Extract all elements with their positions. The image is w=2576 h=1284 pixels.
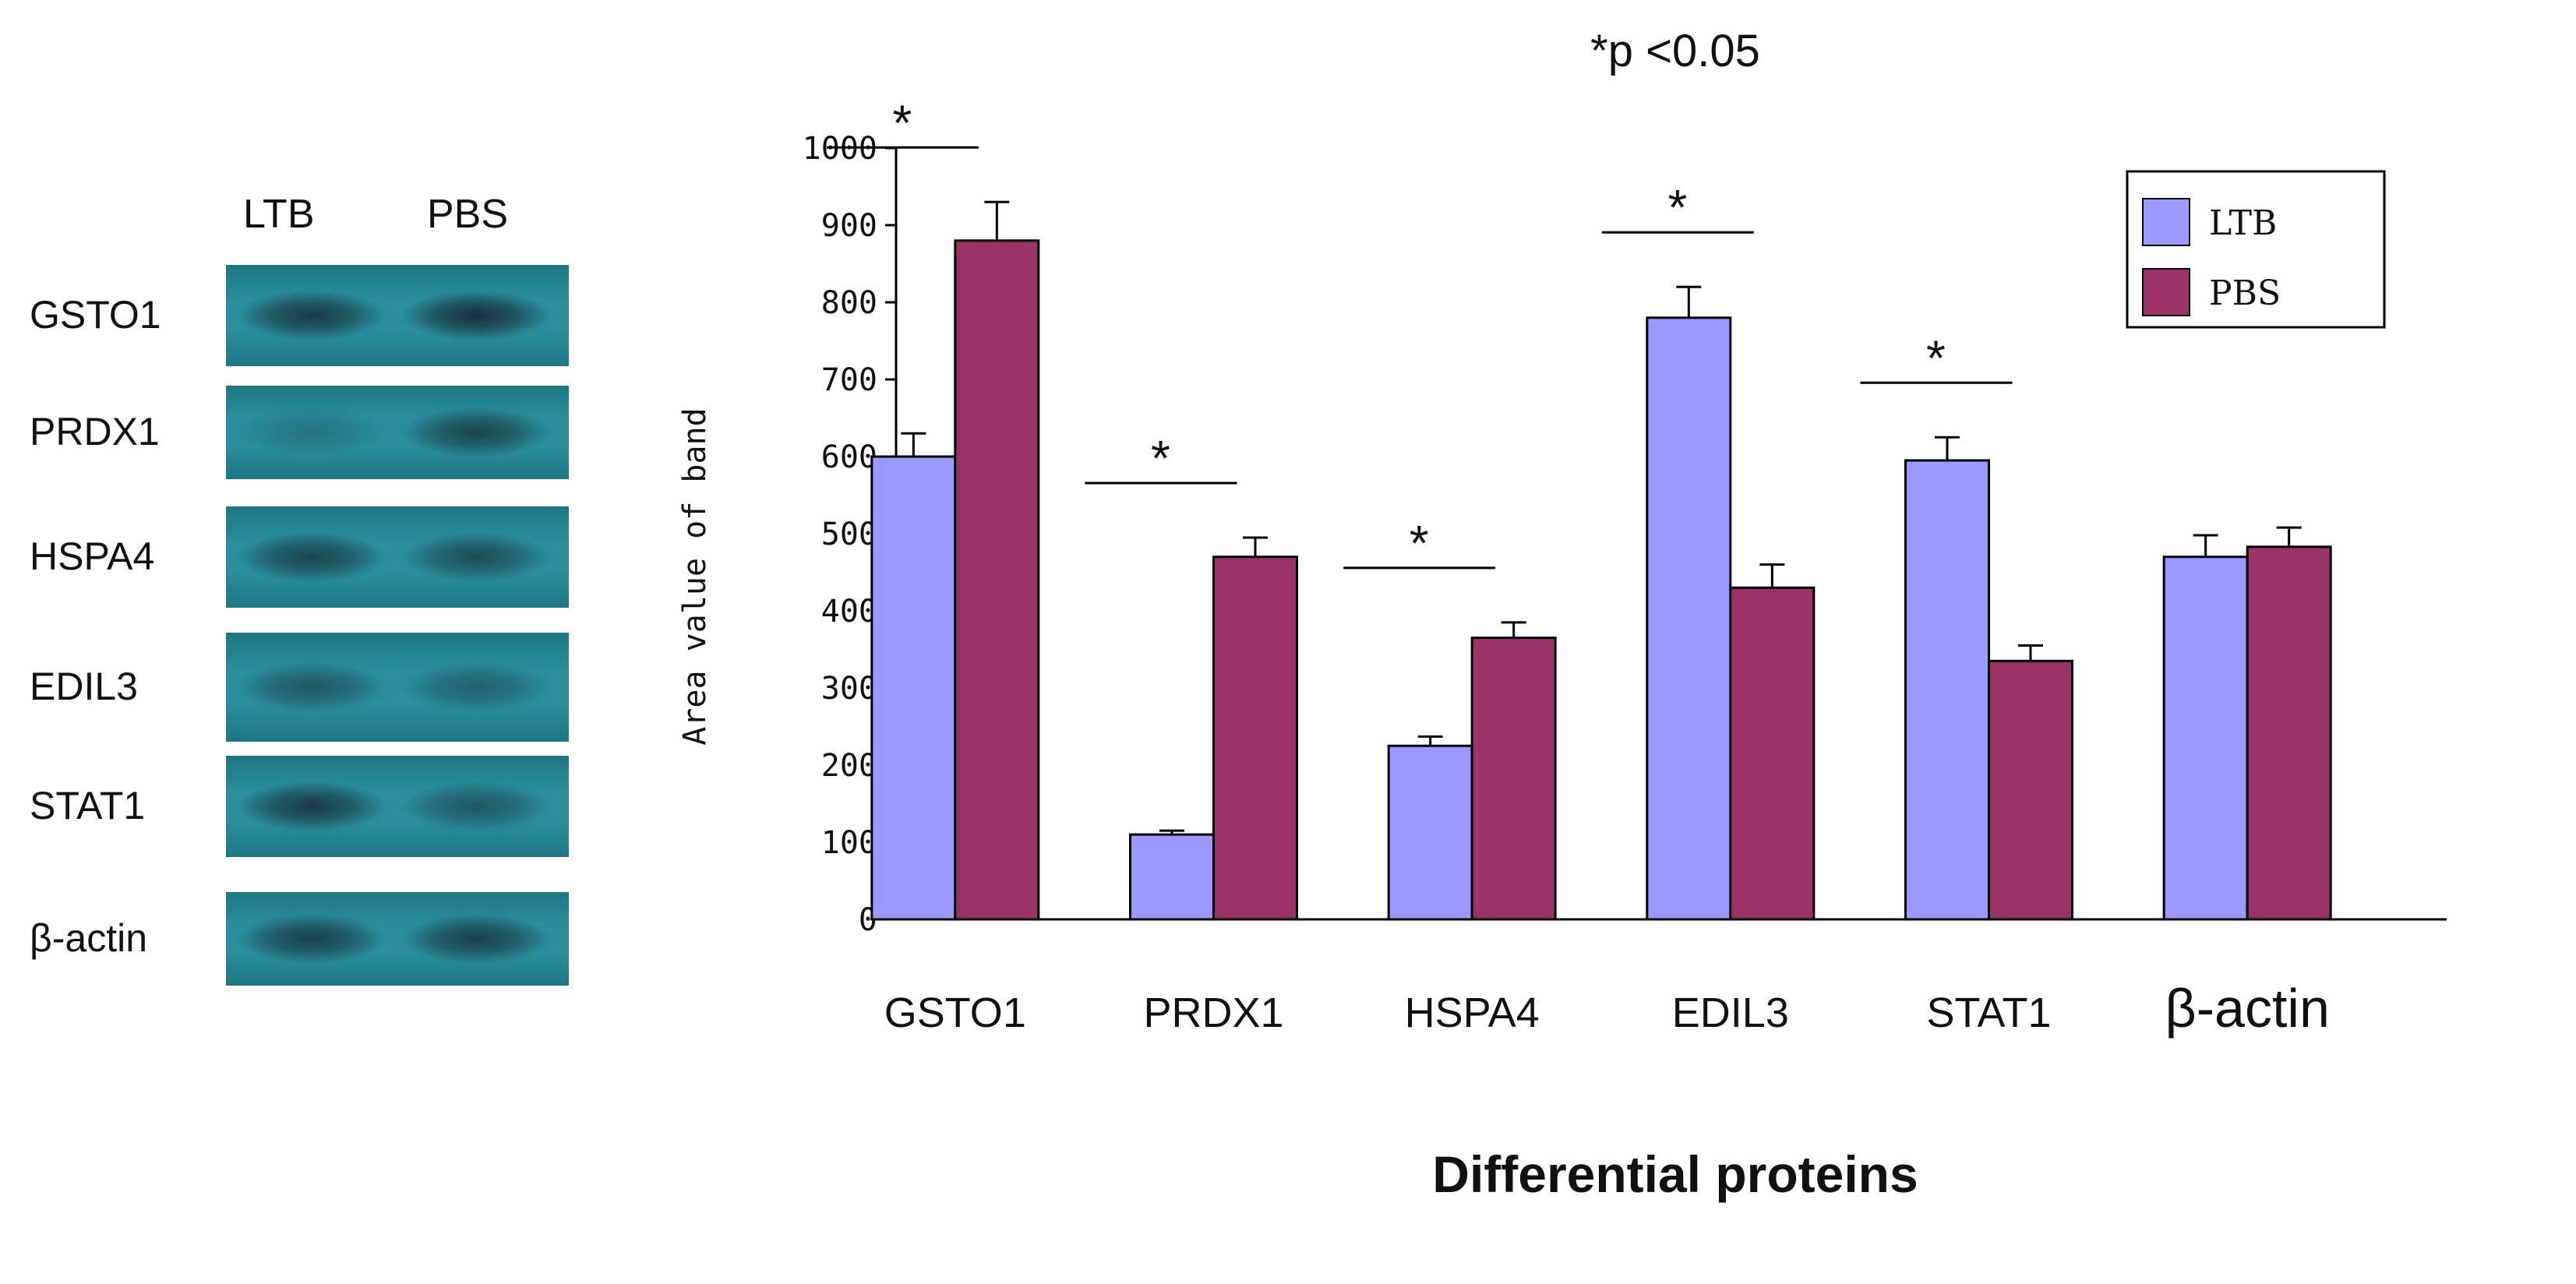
x-tick-label: β-actin [2165,978,2329,1039]
blot-row-label: PRDX1 [30,410,160,453]
x-tick-label: HSPA4 [1405,989,1540,1036]
y-tick-label: 1000 [803,131,877,167]
x-tick-label: GSTO1 [884,989,1026,1036]
blot-row-label: HSPA4 [30,534,155,578]
x-tick-labels: GSTO1 PRDX1 HSPA4 EDIL3 STAT1 β-actin [884,978,2330,1039]
bar-pbs [954,239,1040,921]
y-tick-label: 800 [821,285,877,321]
x-axis-label: Differential proteins [1432,1145,1918,1203]
blot-lane-label-ltb: LTB [243,192,315,237]
y-tick-label: 900 [821,208,877,244]
blot-strip [226,265,569,366]
legend-swatch-pbs [2142,268,2190,316]
blot-row-label: GSTO1 [30,293,161,337]
blot-strip [226,892,569,986]
x-tick-label: STAT1 [1926,989,2051,1036]
blot-strip [226,506,569,608]
blot-row-label: β-actin [30,916,148,960]
blot-row-label: EDIL3 [30,665,138,708]
bar-pbs [1212,556,1298,921]
bar-pbs [2246,545,2332,921]
significance-asterisk: * [1410,515,1429,571]
y-tick-label: 600 [821,439,877,475]
legend: LTB PBS [2126,170,2386,329]
blot-row-label: STAT1 [30,784,146,827]
significance-markers: * * * * * [826,94,2013,571]
x-tick-label: PRDX1 [1143,989,1283,1036]
western-blot-panel: LTB PBS GSTO1 PRDX1 HSPA4 EDIL3 STAT1 β-actin [0,0,592,1284]
x-tick-label: EDIL3 [1672,989,1789,1036]
y-tick-label: 500 [821,517,877,552]
y-tick-label: 700 [821,362,877,398]
significance-asterisk: * [892,94,912,150]
blot-strip [226,386,569,479]
bar-ltb [2162,556,2249,921]
bar-ltb [1387,744,1473,921]
y-tick-label: 200 [821,748,877,784]
significance-asterisk: * [1926,330,1946,386]
legend-label-pbs: PBS [2209,273,2281,313]
blot-strip [226,633,569,742]
bar-ltb [1904,459,1990,921]
y-tick-label: 100 [821,825,877,861]
bar-ltb [1646,316,1732,921]
y-tick-label: 300 [821,671,877,707]
y-axis-label: Area value of band [677,407,713,745]
chart-bars [870,200,2332,921]
blot-strip [226,756,569,857]
chart-title: *p <0.05 [1590,26,1760,76]
legend-swatch-ltb [2142,198,2190,246]
significance-asterisk: * [1667,179,1687,235]
significance-asterisk: * [1151,430,1170,486]
bar-pbs [1470,637,1557,921]
y-tick-label: 400 [821,594,877,630]
legend-label-ltb: LTB [2209,203,2277,243]
bar-pbs [1729,586,1816,921]
blot-lane-label-pbs: PBS [427,192,509,237]
bar-ltb [870,455,957,921]
bar-ltb [1129,833,1215,921]
bar-pbs [1988,659,2073,921]
